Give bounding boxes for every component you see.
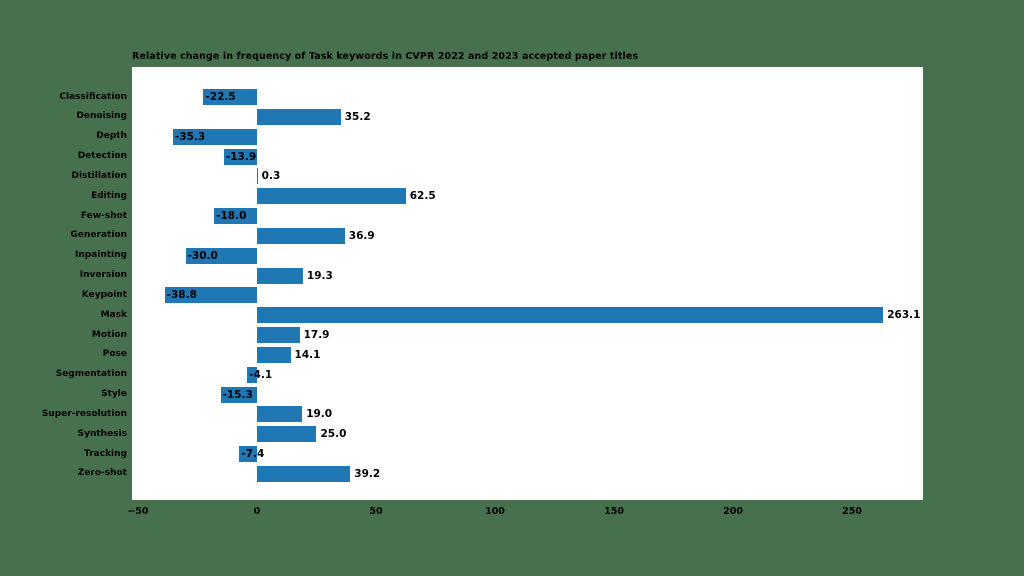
y-tick-label-keypoint: Keypoint [81,289,127,300]
bar-super-resolution [256,406,303,423]
x-tick-label: 100 [485,506,505,517]
plot-area: -22.5 35.2 -35.3 -13.9 0.3 62.5 -18.0 36.9 -30.0… [132,67,923,500]
bar-value-label: 263.1 [887,309,921,322]
y-tick-label-zero-shot: Zero-shot [77,468,127,479]
bar-depth [172,128,257,145]
y-tick-label-inversion: Inversion [79,270,127,281]
y-tick-label-classification: Classification [59,91,127,102]
bar-pose [256,346,291,363]
y-tick-label-inpainting: Inpainting [74,250,127,261]
y-tick-label-detection: Detection [77,151,127,162]
bar-value-label: 62.5 [409,190,436,203]
x-tick-label: 250 [842,506,862,517]
x-tick-label: 200 [723,506,743,517]
bar-tracking [239,446,257,463]
bar-value-label: -22.5 [205,91,236,103]
y-tick-label-depth: Depth [96,131,127,142]
bar-editing [256,188,406,205]
bar-value-label: -13.9 [225,150,257,163]
bar-denoising [256,108,341,125]
bar-value-label: -30.0 [187,249,218,262]
bar-value-label: -15.3 [222,388,253,401]
bar-value-label: 17.9 [303,329,330,342]
bar-value-label: 14.1 [294,348,321,361]
bar-inpainting [185,247,257,264]
y-tick-label-segmentation: Segmentation [55,369,127,380]
x-tick-label: 50 [369,506,383,517]
y-tick-label-denoising: Denoising [76,111,127,122]
bar-classification [203,89,257,105]
bar-value-label: -38.8 [166,289,197,302]
x-axis-ticks: −50 0 50 100 150 200 250 [127,506,923,520]
bar-value-label: 25.0 [320,428,347,441]
bar-value-label: 35.2 [344,110,371,123]
y-tick-label-mask: Mask [100,309,127,320]
bar-value-label: -7.4 [241,448,265,461]
y-tick-label-tracking: Tracking [84,448,127,459]
x-tick-label: 150 [604,506,624,517]
bar-detection [223,148,257,165]
bar-mask [256,307,884,324]
y-tick-label-super-resolution: Super-resolution [41,408,127,419]
bar-value-label: -4.1 [249,368,273,381]
y-tick-label-motion: Motion [91,329,127,340]
bar-distillation [256,168,258,185]
bar-zero-shot [256,465,351,482]
bar-keypoint [164,287,257,304]
bar-value-label: 19.0 [306,408,333,421]
bar-inversion [256,267,303,284]
bar-value-label: -35.3 [174,130,206,143]
bar-generation [256,227,345,244]
bar-style [220,386,257,403]
bar-synthesis [256,426,317,443]
y-tick-label-few-shot: Few-shot [80,210,127,221]
bar-motion [256,327,300,344]
y-tick-label-style: Style [101,389,127,400]
bar-value-label: 36.9 [348,229,375,242]
y-tick-label-synthesis: Synthesis [77,428,127,439]
y-tick-label-pose: Pose [102,349,127,360]
bar-value-label: 39.2 [354,467,381,480]
bar-value-label: -18.0 [216,210,247,223]
y-tick-label-generation: Generation [70,230,128,241]
x-tick-label: −50 [127,506,149,517]
y-tick-label-distillation: Distillation [71,170,127,181]
bar-value-label: 19.3 [306,269,333,282]
x-tick-label: 0 [253,506,261,517]
bar-value-label: 0.3 [261,170,281,183]
y-tick-label-editing: Editing [91,190,127,201]
y-axis-labels: Classification Denoising Depth Detection Dis… [0,67,127,500]
bar-few-shot [214,208,257,225]
bar-segmentation [247,366,257,383]
chart-title: Relative change in frequency of Task key… [132,51,639,62]
